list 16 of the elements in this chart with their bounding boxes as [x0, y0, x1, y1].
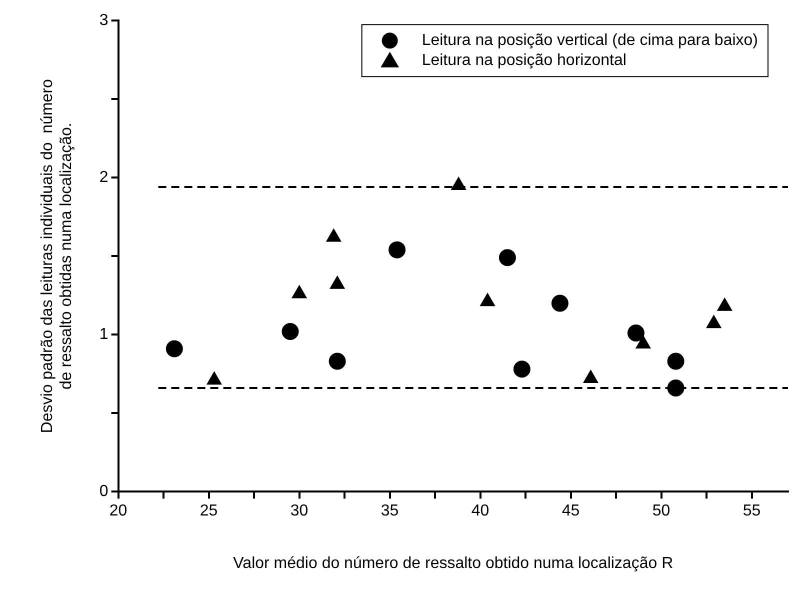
- y-tick-label: 2: [99, 169, 108, 186]
- x-tick-label: 55: [742, 502, 761, 520]
- legend-label: Leitura na posição horizontal: [422, 52, 626, 70]
- x-tick-label: 30: [290, 502, 308, 520]
- legend-label: Leitura na posição vertical (de cima para baixo): [422, 32, 758, 50]
- y-tick-label: 0: [99, 483, 108, 500]
- y-tick-label: 1: [99, 326, 108, 344]
- x-tick-label: 35: [380, 502, 399, 520]
- x-tick-label: 20: [109, 502, 128, 520]
- x-tick-label: 25: [200, 502, 218, 520]
- y-axis-title: Desvio padrão das leituras individuais do número de ressalto obtidas numa localização.: [39, 79, 76, 434]
- x-tick-label: 45: [562, 502, 580, 520]
- y-tick-label: 3: [99, 12, 108, 30]
- x-tick-label: 40: [471, 502, 490, 520]
- x-tick-label: 50: [652, 502, 670, 520]
- x-axis-title: Valor médio do número de ressalto obtido numa localização R: [233, 554, 674, 572]
